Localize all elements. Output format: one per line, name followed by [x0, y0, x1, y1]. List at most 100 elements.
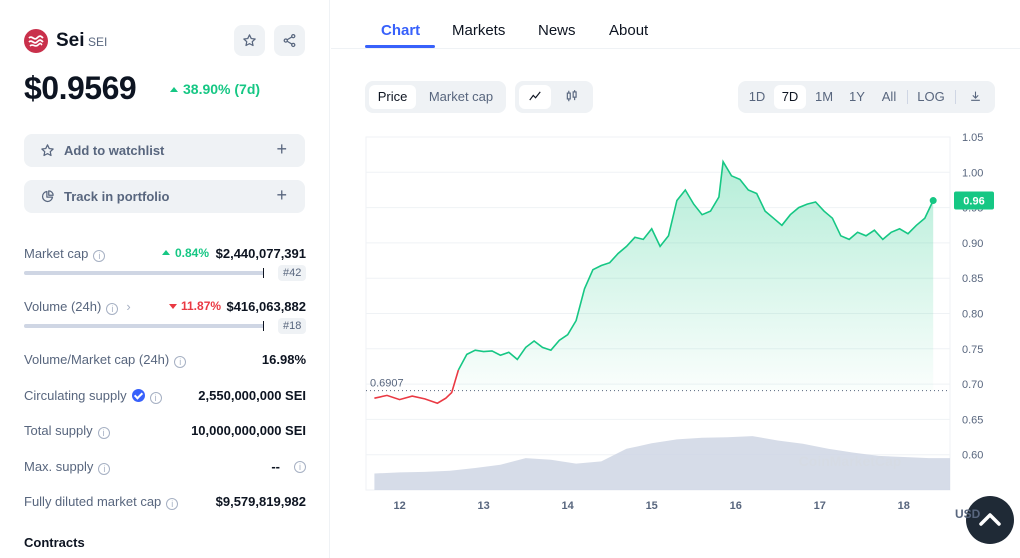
market-cap-change: 0.84%	[162, 246, 209, 260]
coin-info-panel: Sei SEI $0.9569 38.90% (7d) Add to watch…	[0, 0, 330, 558]
x-tick-label: 16	[730, 500, 742, 512]
price-line-above	[457, 159, 934, 371]
currency-label: USD	[955, 507, 981, 521]
log-scale-toggle[interactable]: LOG	[917, 89, 945, 104]
current-price-dot	[929, 197, 937, 205]
star-icon	[243, 34, 256, 47]
tab-news[interactable]: News	[538, 22, 576, 39]
track-portfolio-button[interactable]: Track in portfolio +	[24, 180, 305, 213]
candlestick-button[interactable]	[555, 85, 589, 109]
y-tick-label: 0.90	[962, 238, 983, 250]
coin-symbol: SEI	[88, 35, 108, 49]
info-icon[interactable]: i	[93, 250, 106, 262]
max-supply-stat: Max. supply i -- i	[24, 459, 306, 481]
line-chart-icon	[529, 91, 541, 101]
info-icon[interactable]: i	[174, 356, 187, 368]
volume-market-cap-stat: Volume/Market cap (24h) i 16.98%	[24, 352, 306, 368]
volume-area	[374, 436, 950, 490]
add-to-watchlist-button[interactable]: Add to watchlist +	[24, 134, 305, 167]
chevron-up-icon	[979, 513, 1001, 526]
price-change-7d: 38.90% (7d)	[170, 81, 260, 97]
price-change-value: 38.90% (7d)	[183, 81, 261, 97]
y-tick-label: 0.60	[962, 450, 983, 462]
info-icon[interactable]: i	[97, 427, 110, 439]
tab-about[interactable]: About	[609, 22, 649, 39]
scroll-to-top-button[interactable]	[966, 496, 1014, 544]
volume-shape	[374, 436, 950, 490]
coin-header: Sei SEI	[24, 25, 306, 58]
market-cap-stat: Market cap i 0.84% $2,440,077,391	[24, 246, 306, 268]
fdv-value: $9,579,819,982	[215, 494, 306, 509]
price-fill	[458, 161, 934, 391]
share-icon	[283, 33, 296, 48]
range-1d[interactable]: 1D	[748, 89, 766, 104]
y-tick-label: 1.00	[962, 167, 983, 179]
download-icon	[970, 91, 980, 101]
y-tick-label: 0.65	[962, 414, 983, 426]
chart-watermark: CoinMarketCap	[799, 453, 902, 469]
range-1y[interactable]: 1Y	[849, 89, 865, 104]
y-axis: 0.600.650.700.750.800.850.900.951.001.05	[962, 132, 983, 462]
tab-bar: Chart Markets News About	[331, 0, 1020, 49]
total-supply-stat: Total supply i 10,000,000,000 SEI	[24, 423, 306, 439]
plus-icon: +	[276, 139, 287, 159]
verified-icon	[131, 389, 145, 402]
tab-chart[interactable]: Chart	[381, 22, 421, 39]
info-icon[interactable]: i	[106, 303, 119, 315]
y-tick-label: 0.85	[962, 273, 983, 285]
chevron-right-icon[interactable]: ›	[126, 299, 131, 314]
y-tick-label: 0.80	[962, 309, 983, 321]
range-1m[interactable]: 1M	[814, 89, 834, 104]
price-area	[374, 159, 934, 405]
info-icon[interactable]: i	[166, 498, 179, 510]
pie-chart-icon	[41, 190, 54, 203]
price-toggle[interactable]: Price	[369, 85, 416, 109]
start-price-label: 0.6907	[370, 378, 404, 390]
price-marketcap-toggle: Price Market cap	[365, 81, 506, 113]
chart-markers: 0.6907 0.96	[366, 191, 994, 392]
x-tick-label: 15	[646, 500, 658, 512]
range-all[interactable]: All	[881, 89, 897, 104]
circulating-supply-stat: Circulating supply i 2,550,000,000 SEI	[24, 388, 306, 404]
watchlist-label: Add to watchlist	[64, 143, 165, 158]
chart-style-toggle	[515, 81, 593, 113]
portfolio-label: Track in portfolio	[64, 189, 170, 204]
x-tick-label: 13	[478, 500, 490, 512]
volume-value: $416,063,882	[226, 299, 306, 314]
candlestick-icon	[566, 90, 577, 102]
sei-logo-icon	[24, 29, 48, 53]
coin-price: $0.9569	[24, 70, 137, 106]
download-button[interactable]	[960, 85, 990, 109]
info-icon[interactable]: i	[294, 461, 306, 473]
line-chart-button[interactable]	[519, 85, 551, 109]
share-button[interactable]	[274, 25, 305, 56]
volume-stat: Volume (24h) i › 11.87% $416,063,882	[24, 299, 306, 321]
market-cap-rank: #42	[278, 265, 307, 281]
caret-down-icon	[169, 304, 177, 309]
x-tick-label: 17	[814, 500, 826, 512]
plus-icon: +	[276, 185, 287, 205]
chart-panel: Chart Markets News About Price Market ca…	[331, 0, 1020, 558]
favorite-button[interactable]	[234, 25, 265, 56]
volume-rank: #18	[278, 318, 307, 334]
max-supply-value: --	[271, 459, 280, 474]
active-tab-indicator	[365, 45, 435, 48]
fdv-stat: Fully diluted market cap i $9,579,819,982	[24, 494, 306, 510]
current-price-badge	[954, 191, 994, 210]
tab-markets[interactable]: Markets	[452, 22, 506, 39]
volume-market-cap-value: 16.98%	[261, 352, 306, 367]
market-cap-value: $2,440,077,391	[215, 246, 306, 261]
contracts-heading: Contracts	[24, 535, 85, 550]
caret-up-icon	[162, 250, 170, 255]
total-supply-value: 10,000,000,000 SEI	[191, 423, 306, 438]
x-axis: 12 13 14 15 16 17 18	[393, 500, 909, 512]
x-tick-label: 18	[898, 500, 910, 512]
market-cap-toggle[interactable]: Market cap	[428, 89, 494, 104]
circulating-supply-value: 2,550,000,000 SEI	[198, 388, 306, 403]
time-range-selector: 1D 7D 1M 1Y All LOG	[738, 81, 995, 113]
x-tick-label: 12	[393, 500, 405, 512]
range-7d[interactable]: 7D	[774, 85, 806, 109]
info-icon[interactable]: i	[149, 392, 162, 404]
info-icon[interactable]: i	[98, 463, 111, 475]
